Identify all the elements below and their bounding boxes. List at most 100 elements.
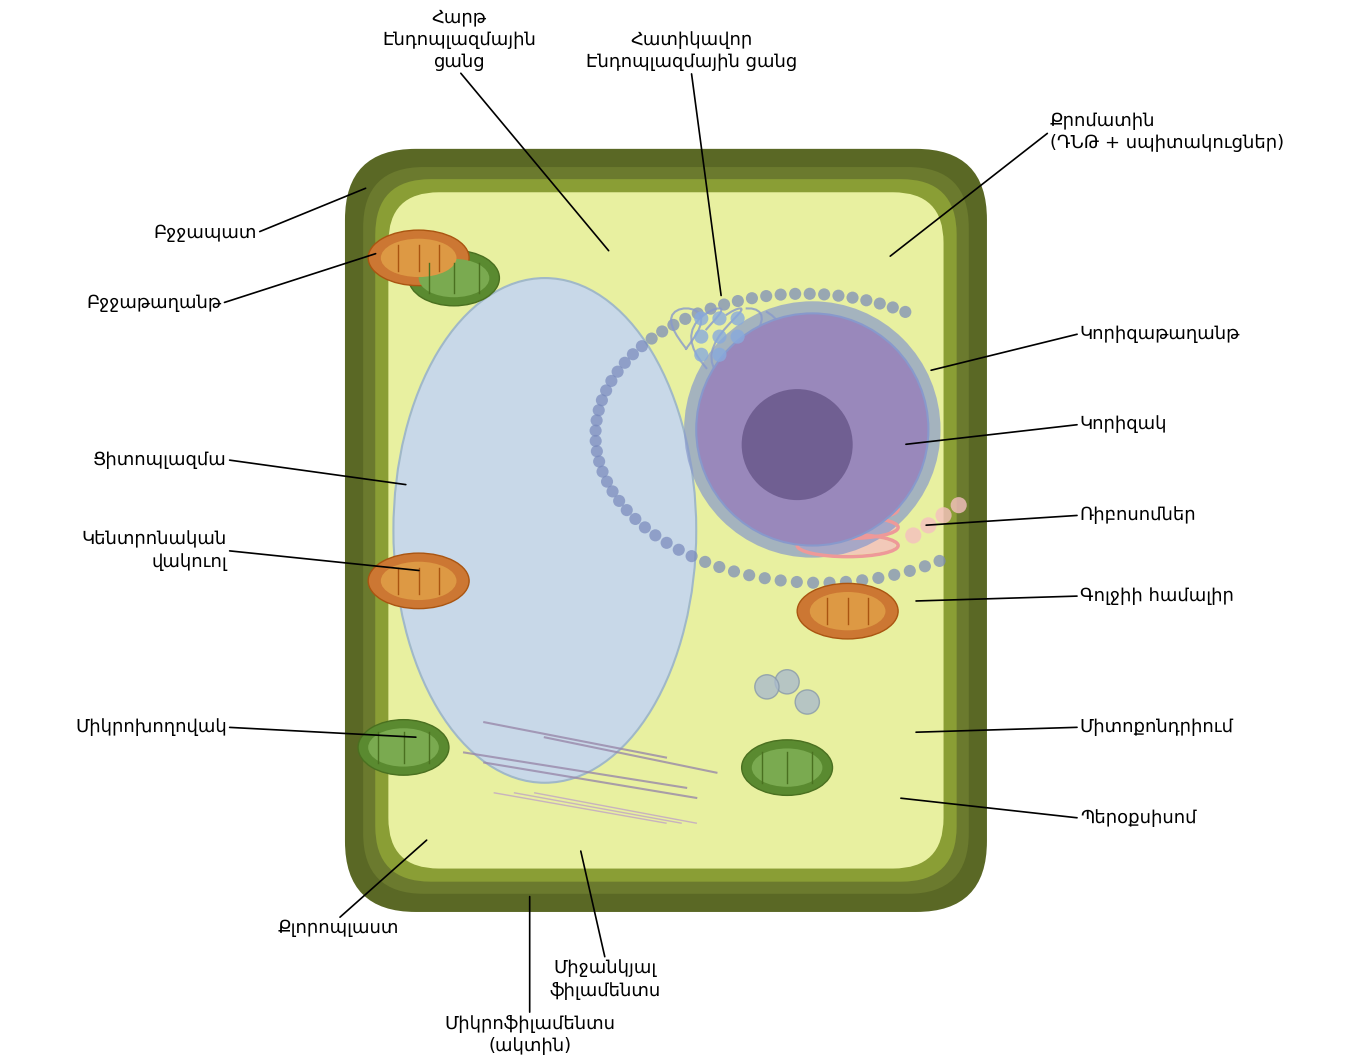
Text: Կենտրոնական
վակուոլ: Կենտրոնական վակուոլ [81,531,227,571]
Text: Բջջապատ: Բջջապատ [154,223,257,241]
Circle shape [713,329,726,344]
Text: Միկրոխողովակ: Միկրոխողովակ [76,718,227,736]
Ellipse shape [368,230,469,286]
Circle shape [888,569,900,580]
Text: Կորիզակ: Կորիզակ [1080,415,1167,433]
Circle shape [596,394,608,407]
Circle shape [589,425,602,436]
FancyBboxPatch shape [364,167,969,894]
Circle shape [699,556,711,568]
Circle shape [906,527,921,543]
Circle shape [612,495,625,507]
Circle shape [694,311,708,325]
Text: Միկրոֆիլամենտս
(ակտին): Միկրոֆիլամենտս (ակտին) [445,1015,615,1055]
Circle shape [730,329,745,344]
Text: Հարթ
Էնդոպլազմային
ցանց: Հարթ Էնդոպլազմային ցանց [383,8,535,71]
Text: Քլորոպլաստ: Քլորոպլաստ [277,919,399,937]
Circle shape [933,555,945,567]
Circle shape [746,292,758,304]
Circle shape [589,435,602,447]
Circle shape [646,333,657,344]
Circle shape [903,564,915,577]
Text: Բջջաթաղանթ: Բջջաթաղանթ [87,294,222,312]
Text: Միջանկյալ
ֆիլամենտս: Միջանկյալ ֆիլամենտս [550,959,661,1000]
Circle shape [692,307,704,320]
Circle shape [607,485,619,498]
Circle shape [873,298,886,309]
Circle shape [656,325,668,338]
Ellipse shape [752,749,822,787]
Ellipse shape [799,518,895,537]
Circle shape [600,475,612,488]
Ellipse shape [810,592,886,630]
Circle shape [775,669,799,694]
Ellipse shape [368,553,469,609]
Circle shape [872,572,884,584]
Ellipse shape [368,729,439,767]
Circle shape [594,455,606,468]
Circle shape [840,576,852,588]
Circle shape [600,384,612,396]
Circle shape [635,340,648,353]
Circle shape [596,466,608,478]
Circle shape [731,295,744,307]
Circle shape [591,414,603,427]
Ellipse shape [799,482,895,500]
Ellipse shape [393,279,696,783]
Circle shape [714,561,726,573]
Circle shape [790,288,802,300]
Text: Ռիբոսոմներ: Ռիբոսոմներ [1080,506,1197,524]
Circle shape [950,497,967,514]
Circle shape [591,445,603,457]
Circle shape [627,348,639,360]
Circle shape [621,504,633,516]
Circle shape [775,574,787,587]
Circle shape [744,569,756,581]
Circle shape [713,311,726,325]
Circle shape [673,543,685,556]
Circle shape [899,306,911,318]
Text: Պերօքսիսոմ: Պերօքսիսոմ [1080,809,1197,827]
Circle shape [611,365,623,378]
FancyBboxPatch shape [376,179,957,882]
Ellipse shape [419,258,489,298]
Circle shape [742,389,853,500]
Ellipse shape [799,500,895,518]
Circle shape [795,689,819,714]
Circle shape [754,675,779,699]
Ellipse shape [358,720,449,775]
Text: Ցիտոպլազմա: Ցիտոպլազմա [93,451,227,469]
Circle shape [696,313,929,545]
Circle shape [694,347,708,362]
Ellipse shape [408,250,499,306]
FancyBboxPatch shape [345,149,987,912]
Circle shape [921,517,937,534]
Circle shape [639,521,650,534]
Circle shape [791,576,803,588]
Ellipse shape [381,561,457,600]
Circle shape [919,560,932,572]
Circle shape [887,302,899,313]
Circle shape [704,303,717,315]
Text: Միտոքոնդրիում: Միտոքոնդրիում [1080,718,1234,736]
Circle shape [775,288,787,301]
Circle shape [684,301,941,558]
Circle shape [730,311,745,325]
Text: Կորիզաթաղանթ: Կորիզաթաղանթ [1080,324,1240,342]
Circle shape [606,375,618,387]
Circle shape [818,288,830,301]
Circle shape [661,537,673,549]
Circle shape [856,574,868,587]
Circle shape [592,405,604,416]
Circle shape [803,288,815,300]
Circle shape [713,347,726,362]
Text: Հատիկավոր
Էնդոպլազմային ցանց: Հատիկավոր Էնդոպլազմային ցանց [585,31,796,71]
Circle shape [649,530,661,541]
Circle shape [668,319,680,331]
Ellipse shape [798,584,898,639]
Circle shape [629,513,641,525]
Circle shape [694,329,708,344]
Circle shape [619,357,631,369]
Circle shape [936,507,952,523]
Ellipse shape [742,740,833,795]
